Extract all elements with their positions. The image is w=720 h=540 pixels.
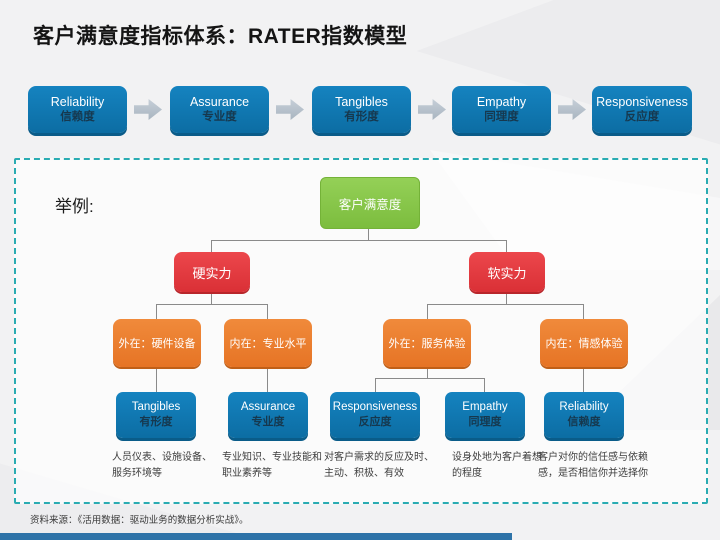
tree-factor-service: 外在：服务体验 xyxy=(383,319,471,367)
arrow-right-icon xyxy=(558,99,586,120)
connector-line xyxy=(583,367,584,392)
rater-label-zh: 信赖度 xyxy=(60,110,95,123)
page-title: 客户满意度指标体系：RATER指数模型 xyxy=(33,25,408,48)
leaf-description: 客户对你的信任感与依赖感，是否相信你并选择你 xyxy=(538,452,648,479)
bottom-accent-bar xyxy=(0,533,512,540)
connector-line xyxy=(375,378,485,379)
rater-label-en: Assurance xyxy=(189,95,250,109)
tree-leaf-responsiveness: Responsiveness 反应度 xyxy=(330,392,420,438)
leaf-label-zh: 信赖度 xyxy=(567,415,601,428)
tree-leaf-empathy: Empathy 同理度 xyxy=(445,392,525,438)
leaf-description: 人员仪表、设施设备、服务环境等 xyxy=(112,452,212,479)
leaf-label-zh: 反应度 xyxy=(358,415,392,428)
connector-line xyxy=(211,240,507,241)
rater-box-responsiveness: Responsiveness 反应度 xyxy=(592,86,692,133)
leaf-description: 专业知识、专业技能和职业素养等 xyxy=(222,452,322,479)
example-label: 举例: xyxy=(55,197,94,216)
rater-label-en: Reliability xyxy=(50,95,105,109)
rater-box-tangibles: Tangibles 有形度 xyxy=(312,86,411,133)
connector-line xyxy=(156,304,268,305)
rater-box-reliability: Reliability 信赖度 xyxy=(28,86,127,133)
source-note: 资料来源：《活用数据：驱动业务的数据分析实战》。 xyxy=(30,515,249,526)
tree-factor-hardware: 外在：硬件设备 xyxy=(113,319,201,367)
connector-line xyxy=(267,304,268,319)
leaf-label-en: Assurance xyxy=(240,401,296,414)
tree-leaf-assurance: Assurance 专业度 xyxy=(228,392,308,438)
connector-line xyxy=(211,292,212,304)
tree-factor-professional: 内在：专业水平 xyxy=(224,319,312,367)
arrow-right-icon xyxy=(276,99,304,120)
tree-leaf-tangibles: Tangibles 有形度 xyxy=(116,392,196,438)
leaf-label-en: Empathy xyxy=(462,401,508,414)
connector-line xyxy=(211,240,212,252)
arrow-right-icon xyxy=(418,99,446,120)
rater-label-zh: 反应度 xyxy=(624,110,660,123)
connector-line xyxy=(427,304,584,305)
connector-line xyxy=(484,378,485,392)
rater-label-zh: 同理度 xyxy=(484,110,519,123)
connector-line xyxy=(506,240,507,252)
connector-line xyxy=(156,304,157,319)
leaf-label-en: Reliability xyxy=(559,401,609,414)
tree-root-customer-satisfaction: 客户满意度 xyxy=(320,177,420,229)
connector-line xyxy=(156,367,157,392)
leaf-label-zh: 同理度 xyxy=(468,415,502,428)
rater-box-empathy: Empathy 同理度 xyxy=(452,86,551,133)
rater-label-zh: 有形度 xyxy=(344,110,379,123)
connector-line xyxy=(427,304,428,319)
leaf-label-zh: 有形度 xyxy=(139,415,173,428)
tree-branch-soft-power: 软实力 xyxy=(469,252,545,292)
connector-line xyxy=(267,367,268,392)
connector-line xyxy=(583,304,584,319)
connector-line xyxy=(506,292,507,304)
rater-label-en: Empathy xyxy=(476,95,527,109)
leaf-label-en: Tangibles xyxy=(131,401,181,414)
tree-leaf-reliability: Reliability 信赖度 xyxy=(544,392,624,438)
leaf-label-en: Responsiveness xyxy=(332,401,418,414)
tree-factor-emotional: 内在：情感体验 xyxy=(540,319,628,367)
rater-box-assurance: Assurance 专业度 xyxy=(170,86,269,133)
connector-line xyxy=(375,378,376,392)
leaf-description: 设身处地为客户着想的程度 xyxy=(452,452,542,479)
connector-line xyxy=(427,367,428,378)
arrow-right-icon xyxy=(134,99,162,120)
leaf-label-zh: 专业度 xyxy=(251,415,285,428)
rater-label-en: Tangibles xyxy=(335,95,388,109)
leaf-description: 对客户需求的反应及时、主动、积极、有效 xyxy=(324,452,434,479)
rater-label-zh: 专业度 xyxy=(202,110,237,123)
rater-label-en: Responsiveness xyxy=(596,95,688,109)
tree-branch-hard-power: 硬实力 xyxy=(174,252,250,292)
connector-line xyxy=(368,227,369,240)
